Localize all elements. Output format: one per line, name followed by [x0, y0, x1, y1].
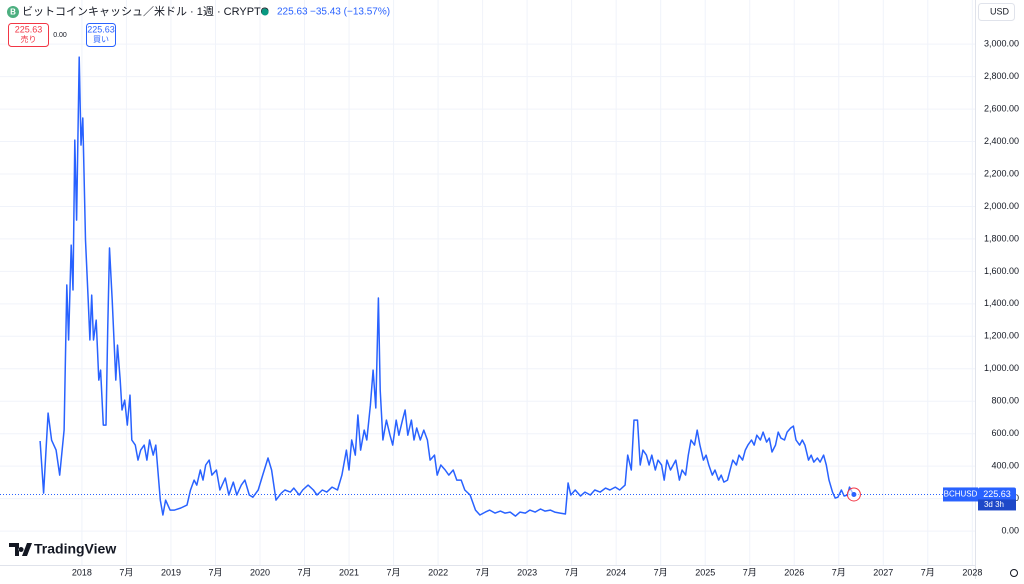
x-tick-label: 7月	[832, 567, 846, 577]
brand-logo[interactable]: TradingView	[9, 541, 116, 557]
buy-price: 225.63	[87, 24, 115, 34]
x-tick-label: 2020	[250, 567, 270, 577]
y-tick-label: 400.00	[991, 461, 1019, 471]
y-tick-label: 1,400.00	[984, 298, 1019, 308]
y-tick-label: 600.00	[991, 428, 1019, 438]
last-point	[851, 491, 857, 497]
x-tick-label: 2021	[339, 567, 359, 577]
y-tick-label: 1,000.00	[984, 363, 1019, 373]
y-tick-label: 800.00	[991, 396, 1019, 406]
x-tick-label: 2023	[517, 567, 537, 577]
plot	[0, 56, 975, 517]
price-change: −35.43 (−13.57%)	[310, 7, 390, 18]
x-tick-label: 7月	[565, 567, 579, 577]
x-tick-label: 2026	[784, 567, 804, 577]
y-tick-label: 2,400.00	[984, 136, 1019, 146]
y-tick-label: 2,800.00	[984, 71, 1019, 81]
x-tick-label: 2019	[161, 567, 181, 577]
settings-icon[interactable]	[1010, 569, 1018, 577]
x-tick-label: 7月	[208, 567, 222, 577]
market-status[interactable]	[261, 8, 269, 16]
tag-symbol: BCHUSD	[944, 490, 978, 499]
tag-symbol-bg	[943, 487, 978, 502]
x-tick-label: 7月	[743, 567, 757, 577]
brand-name: TradingView	[34, 541, 116, 557]
tag-countdown: 3d 3h	[984, 500, 1004, 509]
tag-countdown-bg	[978, 499, 1016, 511]
currency-button[interactable]	[978, 3, 1015, 21]
symbol-icon-glyph: B	[10, 8, 16, 17]
x-tick-label: 7月	[387, 567, 401, 577]
sell-button[interactable]	[8, 23, 49, 47]
x-tick-label: 7月	[298, 567, 312, 577]
x-tick-label: 7月	[476, 567, 490, 577]
sell-price: 225.63	[15, 24, 43, 34]
x-tick-label: 2027	[873, 567, 893, 577]
tag-price: 225.63	[983, 489, 1011, 499]
symbol-icon	[7, 6, 19, 18]
y-tick-label: 2,600.00	[984, 103, 1019, 113]
y-tick-label: 1,600.00	[984, 266, 1019, 276]
logo-mark	[9, 543, 32, 556]
x-tick-label: 7月	[654, 567, 668, 577]
y-tick-label: 2,200.00	[984, 168, 1019, 178]
y-tick-label: 1,200.00	[984, 331, 1019, 341]
last-price: 225.63	[277, 7, 308, 18]
x-tick-label: 2018	[72, 567, 92, 577]
buy-button[interactable]	[86, 23, 116, 47]
y-tick-label: 0.00	[1001, 525, 1019, 535]
x-tick-label: 2025	[695, 567, 715, 577]
x-tick-label: 7月	[921, 567, 935, 577]
spread: 0.00	[53, 32, 67, 39]
x-tick-label: 2028	[962, 567, 982, 577]
y-tick-label: 1,800.00	[984, 233, 1019, 243]
currency: USD	[990, 6, 1010, 16]
x-tick-label: 2022	[428, 567, 448, 577]
axes: 0.00200.00400.00600.00800.001,000.001,20…	[72, 39, 1019, 578]
y-tick-label: 2,000.00	[984, 201, 1019, 211]
sell-label: 売り	[21, 34, 37, 44]
y-tick-label: 3,000.00	[984, 39, 1019, 49]
grid	[0, 0, 975, 565]
buy-label: 買い	[93, 35, 109, 44]
x-tick-label: 7月	[119, 567, 133, 577]
price-line	[39, 56, 855, 517]
symbol-title[interactable]: ビットコインキャッシュ／米ドル · 1週 · CRYPTO	[22, 5, 270, 18]
x-tick-label: 2024	[606, 567, 626, 577]
